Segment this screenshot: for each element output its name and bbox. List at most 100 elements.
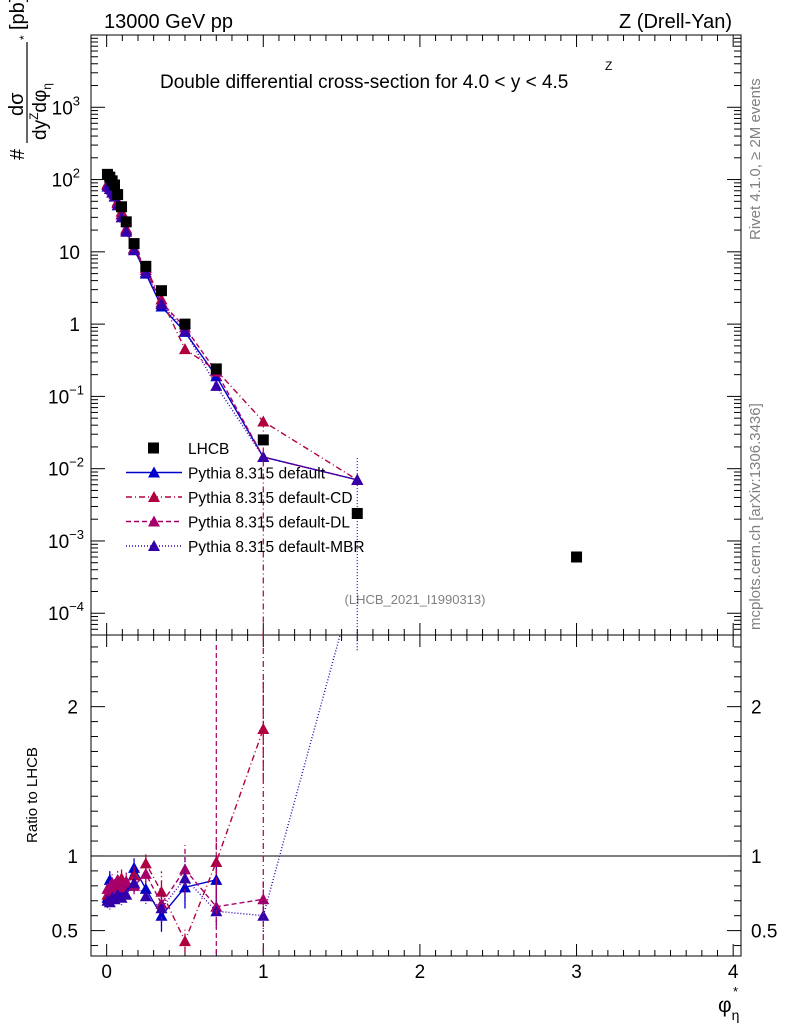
lhcb-data-point	[140, 260, 152, 272]
main-series-point	[257, 415, 270, 427]
legend-label: LHCB	[188, 441, 229, 458]
svg-text:dσ: dσ	[6, 92, 28, 116]
ratio-y-tick-label-right: 1	[751, 847, 762, 868]
energy-label: 13000 GeV pp	[104, 11, 233, 33]
x-tick-label: 1	[258, 962, 269, 983]
lhcb-data-point	[116, 201, 128, 213]
ratio-series-point	[120, 875, 133, 887]
svg-text:*: *	[17, 35, 31, 40]
y-tick-label: 102	[52, 166, 80, 192]
legend-label: Pythia 8.315 default-DL	[188, 515, 350, 532]
lhcb-data-point	[571, 551, 583, 563]
ratio-series-point	[178, 935, 191, 947]
y-tick-label: 10	[59, 243, 80, 264]
ratio-panel-axes: 0 1 2 3 4 0.5 0.5 1 1 2 2	[52, 35, 777, 983]
ratio-series-point	[115, 881, 128, 893]
ratio-series-point	[106, 876, 119, 888]
ratio-series-point	[155, 902, 168, 914]
y-tick-label: 10−4	[48, 599, 84, 625]
title-var-sup: Z	[605, 59, 612, 73]
ratio-y-tick-label: 0.5	[52, 922, 78, 943]
ratio-y-tick-label-right: 2	[751, 698, 762, 719]
svg-text:dyZdφη: dyZdφη	[27, 83, 54, 140]
lhcb-data-point	[128, 238, 140, 250]
ratio-y-tick-label: 2	[67, 698, 78, 719]
analysis-watermark: (LHCB_2021_I1990313)	[345, 592, 486, 607]
main-series-point	[155, 297, 168, 309]
lhcb-data-point	[108, 179, 120, 191]
main-series-line	[107, 182, 358, 481]
ratio-panel-data	[101, 635, 358, 956]
main-series-point	[178, 325, 191, 337]
legend-label: Pythia 8.315 default-CD	[188, 490, 353, 507]
ratio-series-point	[139, 890, 152, 902]
main-series-point	[128, 244, 141, 256]
ratio-y-tick-label-right: 0.5	[751, 922, 777, 943]
title-main: Double differential cross-section for 4.…	[160, 72, 511, 93]
main-series-line	[106, 186, 358, 481]
x-axis-label: φη	[718, 994, 739, 1023]
lhcb-data-point	[155, 285, 167, 297]
plot-title: Double differential cross-section for 4.…	[160, 72, 568, 93]
svg-text:[pb]: [pb]	[7, 0, 29, 30]
x-axis-label-star: *	[733, 984, 738, 999]
ratio-series-point	[139, 857, 152, 869]
main-series-point	[120, 225, 133, 237]
ratio-series-point	[111, 873, 124, 885]
ratio-series-point	[115, 891, 128, 903]
main-series-line	[107, 184, 358, 481]
legend-marker	[148, 540, 160, 551]
main-series-point	[178, 343, 191, 355]
lhcb-data-point	[351, 507, 363, 519]
legend-marker	[148, 442, 159, 454]
legend-marker	[148, 466, 160, 478]
rivet-label: Rivet 4.1.0, ≥ 2M events	[747, 78, 764, 240]
main-series-line	[263, 456, 358, 481]
main-series-line	[107, 184, 358, 481]
legend: LHCB Pythia 8.315 default Pythia 8.315 def…	[126, 441, 365, 556]
svg-text:#: #	[7, 148, 29, 160]
legend-label: Pythia 8.315 default	[188, 466, 326, 483]
main-series-point	[139, 266, 152, 278]
lhcb-data-point	[257, 434, 269, 446]
x-tick-label: 2	[415, 962, 426, 983]
lhcb-data-point	[210, 363, 222, 375]
ratio-series-point	[178, 863, 191, 875]
y-tick-label: 103	[52, 93, 80, 119]
x-tick-label: 0	[101, 962, 112, 983]
main-y-axis-label: # dσ dyZdφη * [pb]	[6, 0, 54, 160]
ratio-series-point	[155, 909, 168, 921]
title-tail: < 4.5	[520, 72, 568, 93]
ratio-series-line	[106, 728, 264, 943]
lhcb-data-point	[112, 189, 124, 201]
ratio-y-axis-label: Ratio to LHCB	[24, 747, 41, 843]
legend-label: Pythia 8.315 default-MBR	[188, 539, 365, 556]
main-series-point	[210, 379, 223, 391]
legend-marker	[148, 491, 160, 502]
legend-marker	[148, 515, 160, 527]
y-tick-label: 10−1	[48, 382, 84, 408]
ratio-series-point	[128, 869, 141, 881]
y-tick-label: 10−2	[48, 455, 84, 481]
x-tick-label: 4	[728, 962, 739, 983]
lhcb-data-point	[120, 216, 132, 228]
ratio-series-point	[120, 888, 133, 900]
process-label: Z (Drell-Yan)	[619, 11, 732, 33]
title-var: y	[511, 72, 521, 93]
ratio-series-point	[155, 885, 168, 897]
ratio-series-line	[107, 635, 341, 917]
mcplots-label: mcplots.cern.ch [arXiv:1306.3436]	[747, 403, 764, 630]
ratio-series-point	[178, 872, 191, 884]
lhcb-data-point	[179, 318, 191, 330]
main-panel-data	[101, 168, 583, 635]
ratio-series-point	[139, 867, 152, 879]
ratio-y-tick-label: 1	[67, 847, 78, 868]
ratio-series-point	[257, 909, 270, 921]
ratio-series-point	[139, 882, 152, 894]
ratio-series-point	[178, 881, 191, 893]
y-tick-label: 10−3	[48, 527, 84, 553]
y-tick-label: 1	[69, 315, 80, 336]
ratio-frame	[90, 634, 742, 957]
x-tick-label: 3	[571, 962, 582, 983]
